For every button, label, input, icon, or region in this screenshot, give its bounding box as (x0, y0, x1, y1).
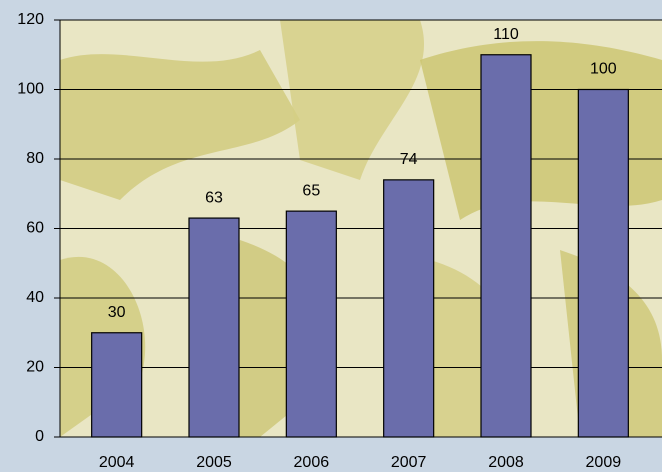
bar (92, 333, 142, 437)
y-tick-label: 0 (35, 428, 44, 445)
x-tick-label: 2006 (294, 454, 330, 471)
y-tick-label: 60 (26, 220, 44, 237)
bar (286, 211, 336, 437)
data-label: 100 (590, 61, 617, 78)
bar (481, 55, 531, 437)
bar (189, 218, 239, 437)
y-tick-label: 120 (17, 11, 44, 28)
data-label: 74 (400, 151, 418, 168)
x-tick-label: 2008 (488, 454, 524, 471)
data-label: 65 (302, 182, 320, 199)
y-tick-label: 20 (26, 359, 44, 376)
x-tick-label: 2004 (99, 454, 135, 471)
chart: 0 20 40 60 80 100 120 2004 30 2005 63 2006 65 2007 74 2… (0, 0, 662, 472)
bar (578, 90, 628, 438)
x-tick-label: 2009 (586, 454, 622, 471)
x-tick-label: 2005 (196, 454, 232, 471)
y-tick-label: 80 (26, 150, 44, 167)
data-label: 63 (205, 189, 223, 206)
y-tick-label: 100 (17, 81, 44, 98)
data-label: 110 (493, 26, 519, 43)
x-tick-label: 2007 (391, 454, 427, 471)
y-tick-label: 40 (26, 289, 44, 306)
bar (384, 180, 434, 437)
data-label: 30 (108, 304, 126, 321)
